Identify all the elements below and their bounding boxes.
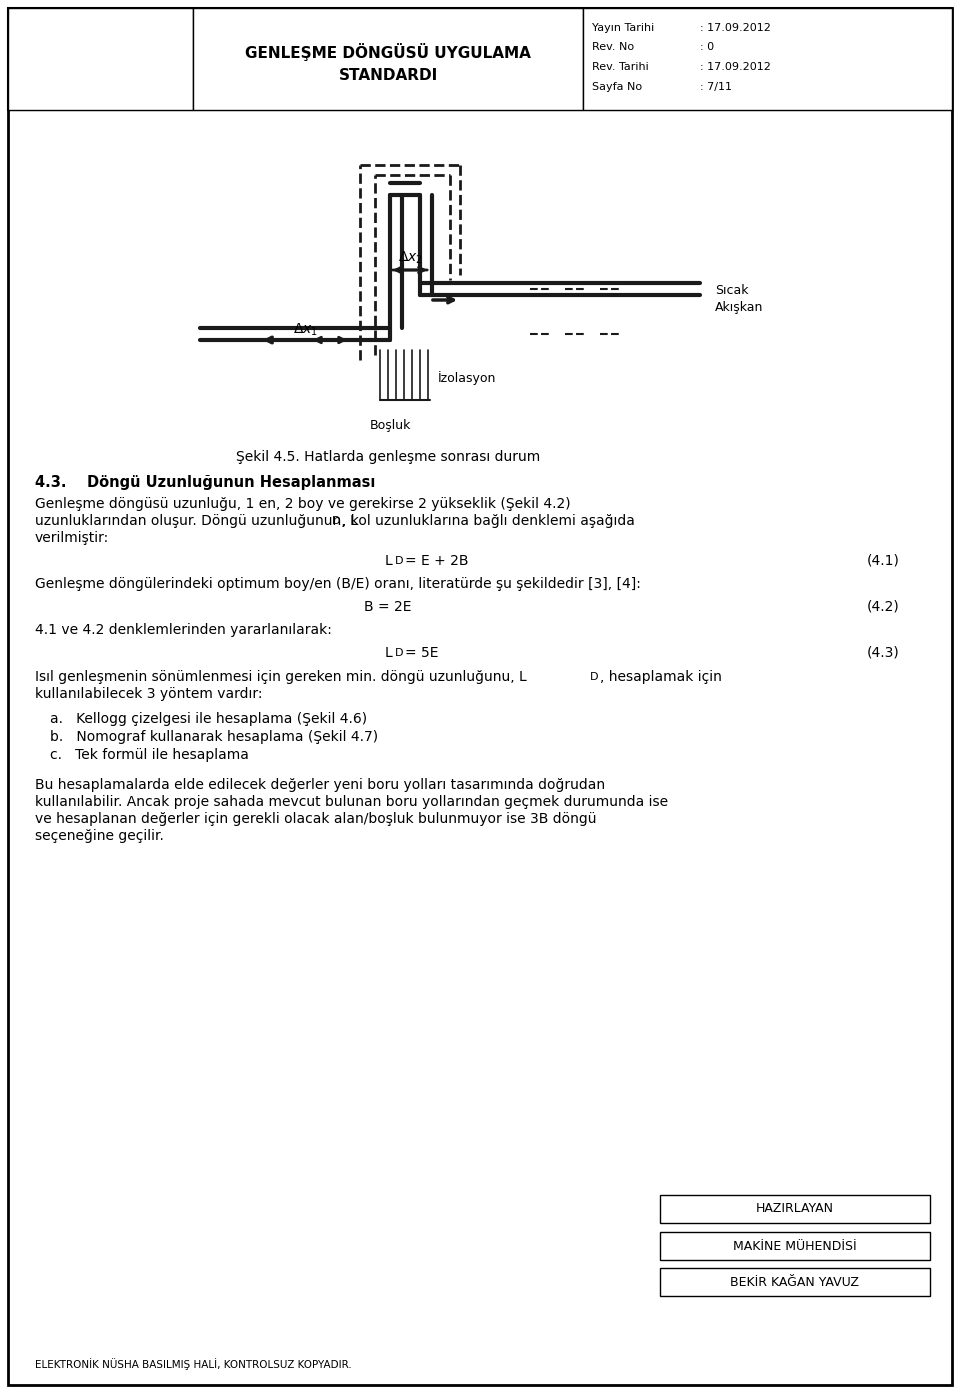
Text: seçeneğine geçilir.: seçeneğine geçilir. — [35, 829, 164, 843]
Bar — [193, 8, 583, 110]
Text: 4.3.    Döngü Uzunluğunun Hesaplanması: 4.3. Döngü Uzunluğunun Hesaplanması — [35, 475, 375, 490]
Text: ve hesaplanan değerler için gerekli olacak alan/boşluk bulunmuyor ise 3B döngü: ve hesaplanan değerler için gerekli olac… — [35, 812, 596, 826]
Text: 4.1 ve 4.2 denklemlerinden yararlanılarak:: 4.1 ve 4.2 denklemlerinden yararlanılara… — [35, 623, 332, 637]
Text: Akışkan: Akışkan — [715, 301, 763, 315]
Bar — [583, 8, 952, 110]
Text: STANDARDI: STANDARDI — [338, 67, 438, 82]
Text: Bu hesaplamalarda elde edilecek değerler yeni boru yolları tasarımında doğrudan: Bu hesaplamalarda elde edilecek değerler… — [35, 779, 605, 793]
Text: Rev. No: Rev. No — [592, 42, 635, 52]
Text: D: D — [332, 515, 341, 527]
Text: : 0: : 0 — [700, 42, 714, 52]
Text: : 17.09.2012: : 17.09.2012 — [700, 24, 771, 33]
Text: L: L — [384, 646, 392, 660]
Text: = 5E: = 5E — [405, 646, 439, 660]
Text: kullanılabilir. Ancak proje sahada mevcut bulunan boru yollarından geçmek durumu: kullanılabilir. Ancak proje sahada mevcu… — [35, 795, 668, 809]
Text: B = 2E: B = 2E — [364, 600, 412, 614]
Text: İzolasyon: İzolasyon — [438, 371, 496, 384]
Bar — [660, 1195, 930, 1223]
Bar — [660, 1231, 930, 1261]
Text: Yayın Tarihi: Yayın Tarihi — [592, 24, 655, 33]
Text: Genleşme döngülerindeki optimum boy/en (B/E) oranı, literatürde şu şekildedir [3: Genleşme döngülerindeki optimum boy/en (… — [35, 577, 641, 591]
Text: , hesaplamak için: , hesaplamak için — [600, 670, 722, 684]
Text: Şekil 4.5. Hatlarda genleşme sonrası durum: Şekil 4.5. Hatlarda genleşme sonrası dur… — [236, 450, 540, 464]
Text: $\Delta x_1$: $\Delta x_1$ — [293, 322, 318, 338]
Text: a.   Kellogg çizelgesi ile hesaplama (Şekil 4.6): a. Kellogg çizelgesi ile hesaplama (Şeki… — [50, 712, 367, 726]
Text: c.   Tek formül ile hesaplama: c. Tek formül ile hesaplama — [50, 748, 249, 762]
Text: ELEKTRONİK NÜSHA BASILMIŞ HALİ, KONTROLSUZ KOPYADIR.: ELEKTRONİK NÜSHA BASILMIŞ HALİ, KONTROLS… — [35, 1358, 351, 1369]
Text: kullanılabilecek 3 yöntem vardır:: kullanılabilecek 3 yöntem vardır: — [35, 687, 262, 701]
Text: (4.2): (4.2) — [867, 600, 900, 614]
Bar — [8, 8, 952, 110]
Text: D: D — [395, 648, 403, 657]
Text: Boşluk: Boşluk — [370, 418, 411, 432]
Text: (4.3): (4.3) — [867, 646, 900, 660]
Text: (4.1): (4.1) — [867, 554, 900, 568]
Text: , kol uzunluklarına bağlı denklemi aşağıda: , kol uzunluklarına bağlı denklemi aşağı… — [342, 514, 635, 528]
Text: = E + 2B: = E + 2B — [405, 554, 468, 568]
Text: b.   Nomograf kullanarak hesaplama (Şekil 4.7): b. Nomograf kullanarak hesaplama (Şekil … — [50, 730, 378, 744]
Text: MAKİNE MÜHENDİSİ: MAKİNE MÜHENDİSİ — [733, 1240, 857, 1252]
Text: Sıcak: Sıcak — [715, 284, 749, 297]
Text: Sayfa No: Sayfa No — [592, 82, 642, 92]
Text: D: D — [395, 556, 403, 566]
Bar — [660, 1268, 930, 1295]
Text: uzunluklarından oluşur. Döngü uzunluğunun, L: uzunluklarından oluşur. Döngü uzunluğunu… — [35, 514, 358, 528]
Text: L: L — [384, 554, 392, 568]
Text: verilmiştir:: verilmiştir: — [35, 531, 109, 545]
Text: : 17.09.2012: : 17.09.2012 — [700, 63, 771, 72]
Text: GENLEŞME DÖNGÜSÜ UYGULAMA: GENLEŞME DÖNGÜSÜ UYGULAMA — [245, 43, 531, 61]
Text: Rev. Tarihi: Rev. Tarihi — [592, 63, 649, 72]
Text: : 7/11: : 7/11 — [700, 82, 732, 92]
Bar — [8, 8, 193, 110]
Text: Isıl genleşmenin sönümlenmesi için gereken min. döngü uzunluğunu, L: Isıl genleşmenin sönümlenmesi için gerek… — [35, 670, 527, 684]
Text: HAZIRLAYAN: HAZIRLAYAN — [756, 1202, 834, 1216]
Text: $\Delta x_2$: $\Delta x_2$ — [397, 249, 422, 266]
Text: Genleşme döngüsü uzunluğu, 1 en, 2 boy ve gerekirse 2 yükseklik (Şekil 4.2): Genleşme döngüsü uzunluğu, 1 en, 2 boy v… — [35, 497, 570, 511]
Text: BEKİR KAĞAN YAVUZ: BEKİR KAĞAN YAVUZ — [731, 1276, 859, 1289]
Text: D: D — [590, 671, 598, 683]
